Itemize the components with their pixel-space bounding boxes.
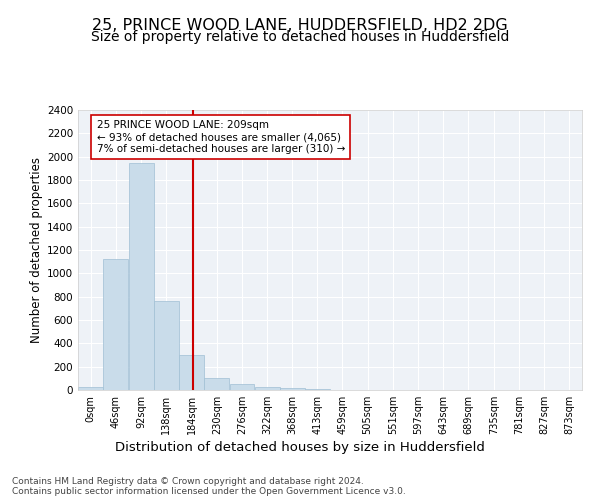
Bar bbox=[255, 386, 280, 390]
Text: Contains public sector information licensed under the Open Government Licence v3: Contains public sector information licen… bbox=[12, 486, 406, 496]
Bar bbox=[204, 378, 229, 390]
Text: Distribution of detached houses by size in Huddersfield: Distribution of detached houses by size … bbox=[115, 441, 485, 454]
Bar bbox=[179, 355, 204, 390]
Text: Size of property relative to detached houses in Huddersfield: Size of property relative to detached ho… bbox=[91, 30, 509, 44]
Bar bbox=[128, 162, 154, 390]
Bar bbox=[230, 384, 254, 390]
Text: 25 PRINCE WOOD LANE: 209sqm
← 93% of detached houses are smaller (4,065)
7% of s: 25 PRINCE WOOD LANE: 209sqm ← 93% of det… bbox=[97, 120, 345, 154]
Bar bbox=[78, 386, 103, 390]
Bar bbox=[280, 388, 305, 390]
Bar bbox=[154, 302, 179, 390]
Y-axis label: Number of detached properties: Number of detached properties bbox=[30, 157, 43, 343]
Text: 25, PRINCE WOOD LANE, HUDDERSFIELD, HD2 2DG: 25, PRINCE WOOD LANE, HUDDERSFIELD, HD2 … bbox=[92, 18, 508, 32]
Text: Contains HM Land Registry data © Crown copyright and database right 2024.: Contains HM Land Registry data © Crown c… bbox=[12, 476, 364, 486]
Bar bbox=[103, 260, 128, 390]
